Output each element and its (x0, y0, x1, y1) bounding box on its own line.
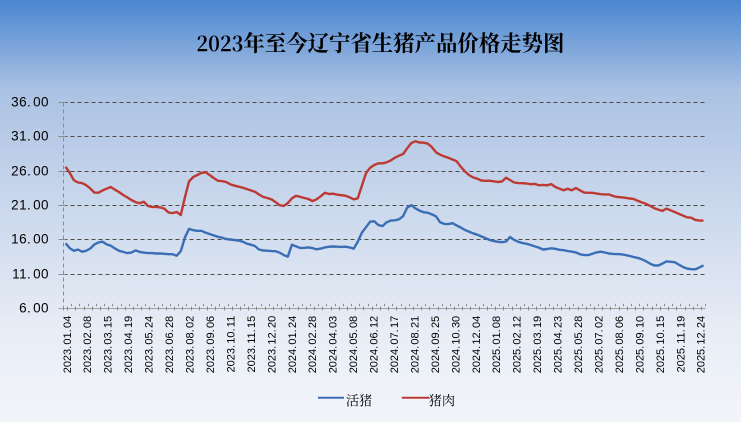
svg-text:2023.06.28: 2023.06.28 (164, 316, 176, 373)
svg-text:2025.04.23: 2025.04.23 (553, 316, 565, 373)
svg-text:2023.11.15: 2023.11.15 (246, 316, 258, 373)
svg-text:2024.08.21: 2024.08.21 (409, 316, 421, 373)
svg-text:21.00: 21. 00 (11, 198, 49, 213)
svg-text:2024.09.25: 2024.09.25 (430, 316, 442, 373)
svg-text:36.00: 36. 00 (11, 95, 49, 110)
svg-text:2025.10.15: 2025.10.15 (655, 316, 667, 373)
svg-text:2025.03.19: 2025.03.19 (532, 316, 544, 373)
svg-text:16.00: 16. 00 (11, 232, 49, 247)
svg-text:2025.08.06: 2025.08.06 (614, 316, 626, 373)
svg-text:2025.12.24: 2025.12.24 (696, 316, 708, 373)
svg-text:2025.11.19: 2025.11.19 (675, 316, 687, 373)
svg-text:26.00: 26. 00 (11, 164, 49, 179)
svg-text:2025.02.12: 2025.02.12 (512, 316, 524, 373)
svg-text:2025.01.08: 2025.01.08 (491, 316, 503, 373)
svg-text:2023.05.24: 2023.05.24 (144, 316, 156, 373)
svg-text:11.00: 11. 00 (12, 267, 49, 282)
svg-text:2023.09.06: 2023.09.06 (205, 316, 217, 373)
svg-text:2023.10.11: 2023.10.11 (225, 316, 237, 373)
svg-text:2024.05.08: 2024.05.08 (348, 316, 360, 373)
svg-text:2023.01.04: 2023.01.04 (62, 316, 74, 373)
svg-text:2024.06.12: 2024.06.12 (369, 316, 381, 373)
svg-text:2023.08.02: 2023.08.02 (185, 316, 197, 373)
svg-text:2024.01.24: 2024.01.24 (287, 316, 299, 373)
svg-text:2025.09.10: 2025.09.10 (634, 316, 646, 373)
svg-text:2025.05.28: 2025.05.28 (573, 316, 585, 373)
svg-text:2023.02.08: 2023.02.08 (82, 316, 94, 373)
svg-text:31.00: 31. 00 (11, 129, 49, 144)
svg-text:2024.10.30: 2024.10.30 (450, 316, 462, 373)
svg-text:2024.07.17: 2024.07.17 (389, 316, 401, 373)
svg-text:2024.04.03: 2024.04.03 (328, 316, 340, 373)
svg-text:2025.07.02: 2025.07.02 (594, 316, 606, 373)
svg-text:2023.12.20: 2023.12.20 (266, 316, 278, 373)
svg-text:2023.04.19: 2023.04.19 (123, 316, 135, 373)
svg-text:2024.12.04: 2024.12.04 (471, 316, 483, 373)
svg-text:2023.03.15: 2023.03.15 (103, 316, 115, 373)
svg-text:2024.02.28: 2024.02.28 (307, 316, 319, 373)
svg-text:6.00: 6. 00 (19, 301, 49, 316)
